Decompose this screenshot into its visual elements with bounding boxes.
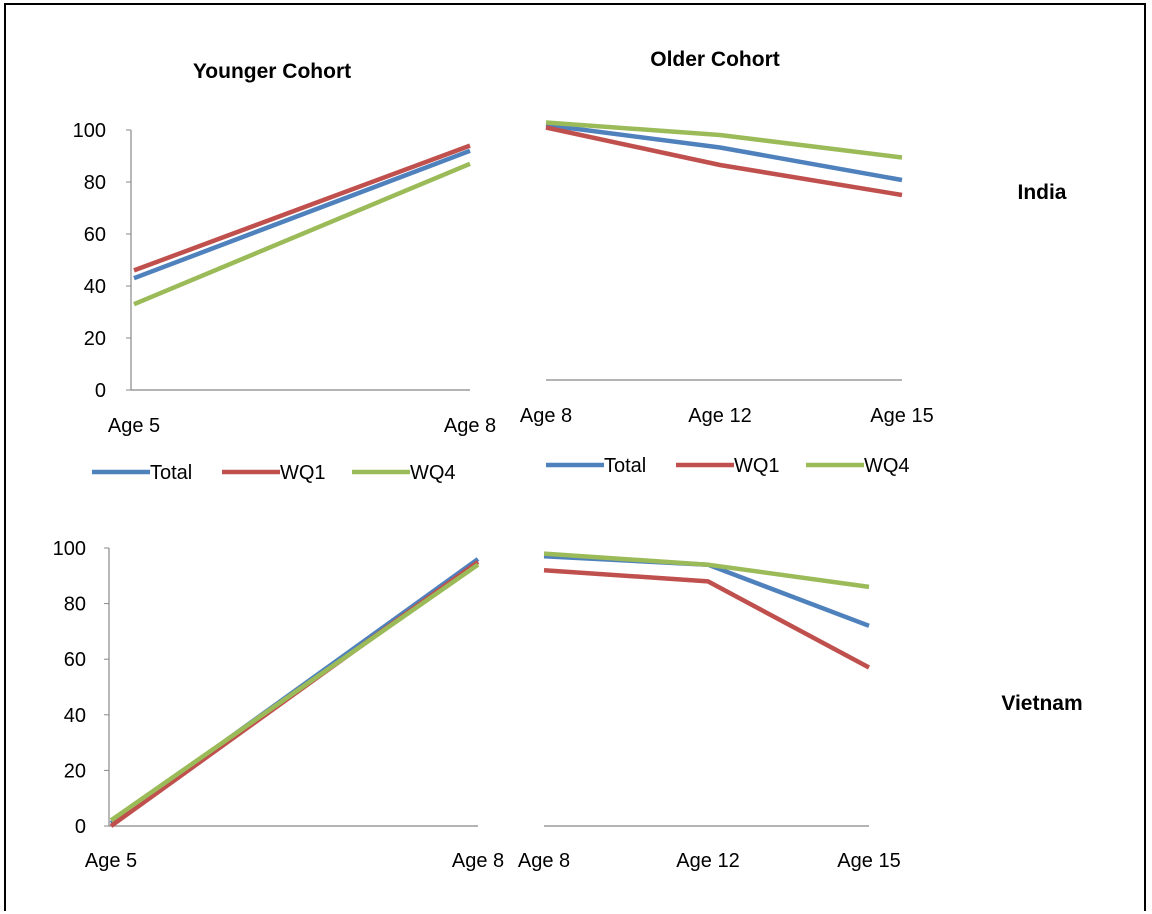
y-tick-label: 0 (95, 380, 106, 402)
older-cohort-title: Older Cohort (650, 48, 780, 71)
series-line-wq1 (545, 125, 903, 198)
x-tick-label: Age 15 (870, 405, 933, 427)
legend-label-wq4: WQ4 (410, 462, 456, 484)
y-tick-label: 40 (64, 705, 86, 727)
row-label-vietnam: Vietnam (1001, 692, 1082, 715)
x-tick-label: Age 8 (520, 405, 572, 427)
x-tick-label: Age 8 (444, 415, 496, 437)
y-tick-label: 100 (73, 120, 106, 142)
series-line-wq4 (109, 562, 480, 823)
series-line-wq4 (133, 161, 471, 307)
x-tick-label: Age 8 (452, 850, 504, 872)
legend-label-wq1: WQ1 (280, 462, 326, 484)
x-tick-label: Age 12 (676, 850, 739, 872)
series-line-total (133, 148, 471, 281)
series-line-total (545, 122, 903, 183)
figure-frame (4, 3, 1146, 911)
y-tick-label: 80 (64, 594, 86, 616)
charts-layer: 0 20 40 60 80 100 Age 5 Age 8 Total WQ1 WQ4 Age 8 Ag… (53, 120, 934, 872)
y-tick-label: 80 (84, 172, 106, 194)
y-tick-label: 60 (84, 224, 106, 246)
series-line-wq4 (545, 120, 903, 160)
legend-label-total: Total (604, 455, 646, 477)
y-tick-label: 20 (64, 760, 86, 782)
younger-cohort-title: Younger Cohort (193, 60, 351, 83)
x-tick-label: Age 5 (108, 415, 160, 437)
x-tick-label: Age 15 (837, 850, 900, 872)
legend-label-wq1: WQ1 (734, 455, 780, 477)
x-tick-label: Age 12 (688, 405, 751, 427)
y-tick-label: 0 (75, 816, 86, 838)
y-tick-label: 100 (53, 538, 86, 560)
series-line-wq4 (543, 551, 870, 590)
y-tick-label: 20 (84, 328, 106, 350)
y-tick-label: 60 (64, 649, 86, 671)
x-tick-label: Age 8 (518, 850, 570, 872)
y-tick-label: 40 (84, 276, 106, 298)
series-line-wq1 (133, 143, 471, 273)
legend-label-wq4: WQ4 (864, 455, 910, 477)
legend-label-total: Total (150, 462, 192, 484)
x-tick-label: Age 5 (85, 850, 137, 872)
row-label-india: India (1017, 181, 1066, 204)
series-line-wq1 (543, 567, 871, 670)
